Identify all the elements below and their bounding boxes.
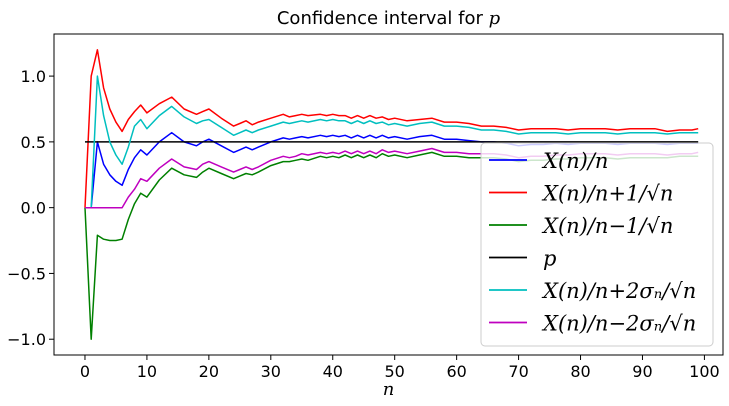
chart-title: Confidence interval for p (277, 8, 501, 29)
y-tick-label: 0.0 (21, 199, 46, 218)
y-axis: −1.0 −0.5 0.0 0.5 1.0 (7, 67, 54, 349)
x-tick-label: 20 (199, 362, 219, 381)
legend-label-4: X(n)/n+2σₙ/√n (541, 279, 696, 303)
legend-box (480, 142, 714, 347)
x-tick-label: 30 (261, 362, 281, 381)
legend-label-5: X(n)/n−2σₙ/√n (541, 312, 696, 336)
x-tick-label: 100 (689, 362, 720, 381)
legend-label-1: X(n)/n+1/√n (541, 182, 673, 206)
series-line-4 (85, 75, 699, 209)
x-tick-label: 80 (570, 362, 590, 381)
y-tick-label: −1.0 (7, 330, 46, 349)
x-axis-label: n (383, 379, 395, 400)
x-tick-label: 50 (385, 362, 405, 381)
y-tick-label: 1.0 (21, 67, 46, 86)
legend-label-2: X(n)/n−1/√n (541, 214, 673, 238)
y-tick-label: 0.5 (21, 133, 46, 152)
legend: X(n)/n X(n)/n+1/√n X(n)/n−1/√n p X(n)/n+2σₙ/… (480, 142, 714, 347)
x-tick-label: 70 (508, 362, 528, 381)
y-tick-label: −0.5 (7, 264, 46, 283)
legend-label-3: p (543, 247, 556, 271)
x-tick-label: 60 (446, 362, 466, 381)
legend-label-0: X(n)/n (541, 149, 608, 173)
x-tick-label: 90 (632, 362, 652, 381)
x-tick-label: 40 (323, 362, 343, 381)
plot-frame (53, 33, 724, 356)
series-line-1 (84, 49, 699, 208)
x-tick-label: 0 (80, 362, 90, 381)
x-axis: 0 10 20 30 40 50 60 70 80 90 100 (80, 355, 720, 381)
x-tick-label: 10 (137, 362, 157, 381)
